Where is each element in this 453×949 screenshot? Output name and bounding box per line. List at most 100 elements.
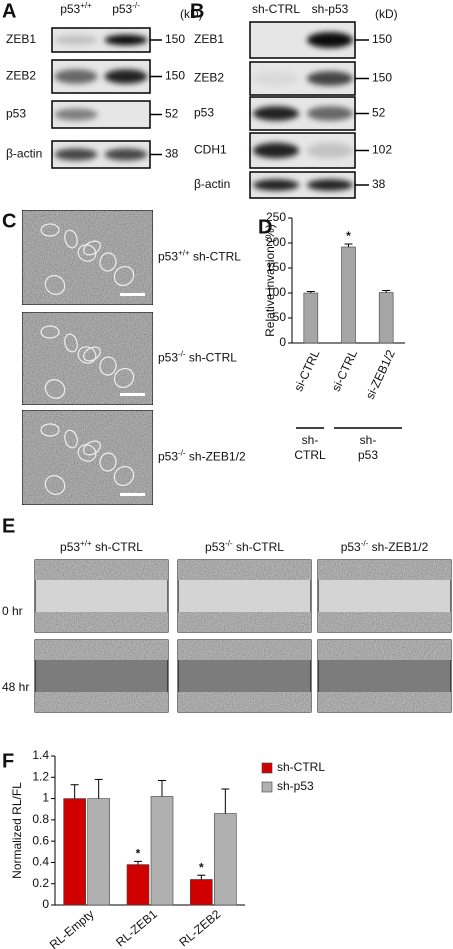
cell xyxy=(113,265,135,287)
y-tick-label: 50 xyxy=(273,310,287,324)
y-tick-label: 0 xyxy=(279,335,286,349)
group-label: CTRL xyxy=(294,448,326,462)
x-tick-label: RL-ZEB1 xyxy=(113,907,160,949)
condition-label-base: p53 xyxy=(158,450,178,464)
cell-layer xyxy=(318,692,451,712)
group-label: p53 xyxy=(358,448,378,462)
cell-layer xyxy=(178,692,311,712)
y-axis-label: Relative invasion (%) xyxy=(263,224,277,337)
protein-label: p53 xyxy=(6,107,26,121)
cell xyxy=(44,275,66,295)
cell-layer xyxy=(178,640,311,660)
y-tick-label: 1.2 xyxy=(32,769,49,783)
cell-layer xyxy=(35,640,168,660)
cell-layer xyxy=(318,640,451,660)
cell-layer xyxy=(318,612,451,632)
band xyxy=(306,142,354,159)
condition-label: p53-/- sh-ZEB1/2 xyxy=(158,448,246,464)
significance-mark: * xyxy=(346,229,351,243)
cell xyxy=(83,240,101,256)
protein-label: CDH1 xyxy=(194,143,227,157)
column-header-base: p53 xyxy=(341,540,361,554)
condition-label-sup: -/- xyxy=(178,448,186,457)
condition-label-base: p53 xyxy=(158,250,178,264)
lane-header-sup: -/- xyxy=(132,1,140,10)
column-header-base: p53 xyxy=(60,540,80,554)
bar xyxy=(341,246,356,344)
marker-label: 38 xyxy=(372,177,386,191)
lane-header: p53-/- xyxy=(112,1,140,17)
band xyxy=(54,34,98,46)
column-header: p53+/+ sh-CTRL xyxy=(60,539,143,555)
lane-header-base: p53 xyxy=(60,2,80,16)
protein-label: ZEB1 xyxy=(6,32,36,46)
condition-label: p53-/- sh-CTRL xyxy=(158,349,237,365)
cell-layer xyxy=(35,692,168,712)
x-tick-label: RL-ZEB2 xyxy=(176,907,223,949)
bar xyxy=(150,796,174,906)
cell xyxy=(83,346,101,362)
cell xyxy=(40,325,60,339)
cell xyxy=(113,367,135,389)
condition-label-sup: -/- xyxy=(178,349,186,358)
y-tick-label: 0.6 xyxy=(32,833,49,847)
protein-label: β-actin xyxy=(6,147,42,161)
protein-label: ZEB1 xyxy=(194,32,224,46)
cell-layer xyxy=(178,612,311,632)
lane-header-base: sh-CTRL xyxy=(252,2,300,16)
condition-label-rest: sh-CTRL xyxy=(190,250,242,264)
y-tick-label: 0.2 xyxy=(32,876,49,890)
condition-label-base: p53 xyxy=(158,351,178,365)
marker-label: 150 xyxy=(372,71,392,85)
band xyxy=(104,69,148,84)
marker-label: 52 xyxy=(165,107,179,121)
y-axis-label: Normalized RL/FL xyxy=(10,782,24,879)
column-header-sup: +/+ xyxy=(80,539,92,548)
column-header-rest: sh-CTRL xyxy=(92,540,144,554)
cell xyxy=(77,444,97,462)
panel-label: A xyxy=(2,0,16,22)
cell xyxy=(99,452,117,472)
band xyxy=(252,106,300,121)
column-header: p53-/- sh-ZEB1/2 xyxy=(341,539,429,555)
column-header-base: p53 xyxy=(205,540,225,554)
legend-label: sh-CTRL xyxy=(277,760,325,774)
bar xyxy=(303,292,319,344)
scale-bar xyxy=(120,493,145,496)
protein-label: ZEB2 xyxy=(6,69,36,83)
panel-label: C xyxy=(2,210,16,232)
lane-header-sup: +/+ xyxy=(80,1,92,10)
time-label: 0 hr xyxy=(2,604,23,618)
unit-label: (kD) xyxy=(375,7,398,21)
band xyxy=(306,71,354,86)
cell xyxy=(44,475,66,495)
bar xyxy=(214,813,237,906)
cell xyxy=(64,333,78,353)
group-label: sh- xyxy=(360,433,377,447)
panel-label: D xyxy=(258,216,272,238)
significance-mark: * xyxy=(199,860,204,874)
y-tick-label: 250 xyxy=(266,210,286,224)
cell xyxy=(113,465,135,487)
band xyxy=(104,34,148,46)
x-tick-label: si-CTRL xyxy=(329,347,360,393)
y-tick-label: 1.4 xyxy=(32,748,49,762)
band xyxy=(306,32,354,48)
cell xyxy=(64,229,78,249)
condition-label-rest: sh-ZEB1/2 xyxy=(186,450,246,464)
cell xyxy=(40,223,60,237)
marker-label: 38 xyxy=(165,147,179,161)
lane-header: sh-p53 xyxy=(312,2,349,16)
cell-layer xyxy=(35,612,168,632)
lane-header: sh-CTRL xyxy=(252,2,300,16)
protein-label: β-actin xyxy=(194,177,230,191)
panel-label: E xyxy=(2,515,15,537)
column-header-rest: sh-ZEB1/2 xyxy=(368,540,428,554)
significance-mark: * xyxy=(136,847,141,861)
cell-layer xyxy=(318,560,451,580)
y-tick-label: 0 xyxy=(42,897,49,911)
marker-label: 150 xyxy=(165,32,185,46)
lane-header: p53+/+ xyxy=(60,1,92,17)
legend-label: sh-p53 xyxy=(277,779,314,793)
column-header-rest: sh-CTRL xyxy=(233,540,285,554)
